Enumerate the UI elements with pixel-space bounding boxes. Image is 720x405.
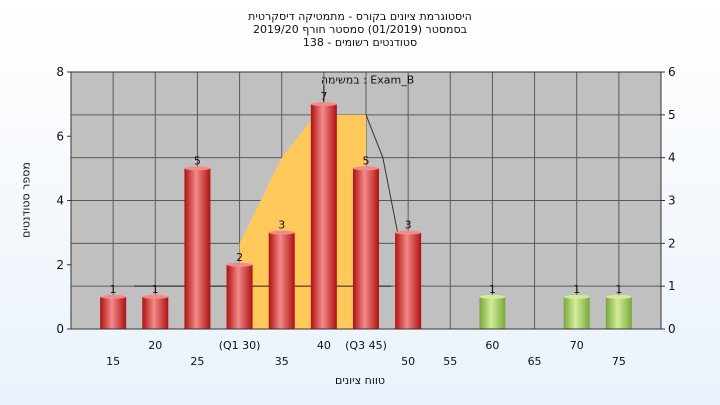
chart-title: היסטוגרמת ציונים בקורס - מתמטיקה דיסקרטי… (0, 10, 720, 49)
bar-35 (268, 232, 295, 329)
bar-cap-20 (142, 294, 169, 299)
y2-tick-label-2: 2 (668, 236, 676, 250)
bar-cap-60 (479, 294, 506, 299)
y-axis-label: מספר סטודנטים (19, 162, 33, 238)
x-tick-label-25: 25 (190, 355, 204, 368)
x-tick-label-55: 55 (443, 355, 457, 368)
bar-cap-35 (268, 230, 295, 235)
bar-cap-30 (226, 262, 253, 267)
y-tick-label-6: 6 (56, 129, 64, 143)
x-axis-label: טווח ציונים (335, 374, 385, 387)
x-tick-label-15: 15 (106, 355, 120, 368)
y2-tick-label-4: 4 (668, 151, 676, 165)
title-line-course: היסטוגרמת ציונים בקורס - מתמטיקה דיסקרטי… (248, 10, 472, 23)
bar-70 (563, 296, 590, 329)
title-line-students: סטודנטים רשומים - 138 (302, 36, 418, 49)
annotation-text: במשימה : Exam_B (321, 74, 414, 87)
bar-cap-25 (184, 166, 211, 171)
title-line-semester: בסמסטר (01/2019) סמסטר חורף 2019/20 (253, 23, 467, 36)
bar-value-label-75: 1 (615, 283, 622, 296)
y-tick-label-0: 0 (56, 322, 64, 336)
x-tick-label-30: (Q1 30) (219, 339, 261, 352)
y-tick-label-8: 8 (56, 65, 64, 79)
x-tick-label-20: 20 (148, 339, 162, 352)
x-tick-label-50: 50 (401, 355, 415, 368)
x-tick-label-75: 75 (612, 355, 626, 368)
distribution-line (365, 114, 401, 244)
y2-tick-label-0: 0 (668, 322, 676, 336)
bar-50 (395, 232, 422, 329)
bar-cap-40 (310, 102, 337, 107)
bar-15 (100, 296, 127, 329)
bar-value-label-70: 1 (573, 283, 580, 296)
y-tick-label-2: 2 (56, 258, 64, 272)
bar-value-label-30: 2 (236, 251, 243, 264)
bar-cap-45 (353, 166, 379, 171)
x-tick-label-40: 40 (317, 339, 331, 352)
bar-value-label-20: 1 (152, 283, 159, 296)
x-tick-label-70: 70 (570, 339, 584, 352)
y2-tick-label-3: 3 (668, 194, 676, 208)
bar-45 (353, 168, 379, 329)
bar-value-label-25: 5 (194, 154, 201, 167)
y2-tick-label-5: 5 (668, 108, 676, 122)
bar-cap-75 (605, 294, 632, 299)
bar-40 (310, 104, 337, 329)
x-tick-label-45: (Q3 45) (345, 339, 387, 352)
bar-30 (226, 264, 253, 329)
x-tick-label-65: 65 (528, 355, 542, 368)
x-tick-label-35: 35 (275, 355, 289, 368)
bar-value-label-45: 5 (363, 154, 370, 167)
bar-value-label-50: 3 (405, 219, 412, 232)
bar-cap-50 (395, 230, 422, 235)
bar-20 (142, 296, 169, 329)
bar-cap-70 (563, 294, 590, 299)
bar-75 (605, 296, 632, 329)
x-tick-label-60: 60 (485, 339, 499, 352)
y2-tick-label-1: 1 (668, 279, 676, 293)
y-tick-label-4: 4 (56, 194, 64, 208)
bar-value-label-60: 1 (489, 283, 496, 296)
bar-value-label-15: 1 (110, 283, 117, 296)
bar-25 (184, 168, 211, 329)
bar-cap-15 (100, 294, 127, 299)
bar-60 (479, 296, 506, 329)
bar-value-label-35: 3 (278, 219, 285, 232)
y2-tick-label-6: 6 (668, 65, 676, 79)
